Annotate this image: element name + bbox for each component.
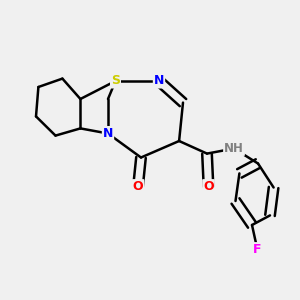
Text: O: O [133,180,143,193]
Text: S: S [111,74,120,88]
Text: F: F [253,243,262,256]
Text: N: N [103,127,113,140]
Text: O: O [203,180,214,193]
Text: N: N [154,74,164,88]
Text: NH: NH [224,142,244,155]
